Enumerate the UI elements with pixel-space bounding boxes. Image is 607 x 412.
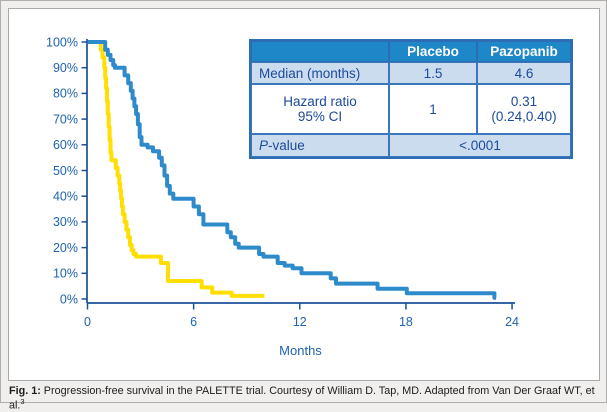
caption-prefix: Fig. 1: bbox=[9, 385, 41, 397]
hazard-label-line1: Hazard ratio bbox=[283, 94, 357, 109]
y-axis-tick-label: 80% bbox=[53, 87, 78, 101]
pvalue-label: P-value bbox=[251, 134, 389, 157]
hazard-label: Hazard ratio 95% CI bbox=[251, 84, 389, 134]
y-axis-tick-label: 30% bbox=[53, 215, 78, 229]
header-pazopanib: Pazopanib bbox=[477, 41, 571, 62]
table-row-pvalue: P-value <.0001 bbox=[251, 134, 571, 157]
hazard-pazopanib-line1: 0.31 bbox=[510, 94, 538, 109]
y-axis-tick-label: 90% bbox=[53, 61, 78, 75]
hazard-pazopanib-value: 0.31 (0.24,0.40) bbox=[477, 84, 571, 134]
hazard-pazopanib-line2: (0.24,0.40) bbox=[491, 109, 557, 124]
pvalue-label-italic: P bbox=[259, 138, 269, 153]
median-pazopanib-value: 4.6 bbox=[477, 62, 571, 84]
x-axis-tick-label: 18 bbox=[399, 315, 413, 329]
header-empty-cell bbox=[251, 41, 389, 62]
y-axis-tick-label: 40% bbox=[53, 190, 78, 204]
y-axis-tick-label: 50% bbox=[53, 164, 78, 178]
table-row-median: Median (months) 1.5 4.6 bbox=[251, 62, 571, 84]
hazard-placebo-value: 1 bbox=[389, 84, 477, 134]
hazard-label-line2: 95% CI bbox=[297, 109, 343, 124]
x-axis-tick-label: 12 bbox=[293, 315, 307, 329]
pvalue-value: <.0001 bbox=[389, 134, 571, 157]
y-axis-tick-label: 60% bbox=[53, 138, 78, 152]
caption-text: Progression-free survival in the PALETTE… bbox=[9, 385, 595, 412]
chart-panel: 0% 10% 20% 30% 40% 50% 60% 70% 80% 90% 100% 0 6 12 18 2… bbox=[8, 8, 600, 381]
y-axis-tick-label: 10% bbox=[53, 267, 78, 281]
figure-caption: Fig. 1: Progression-free survival in the… bbox=[9, 385, 603, 412]
y-axis-tick-label: 0% bbox=[60, 292, 78, 306]
caption-superscript: 3 bbox=[20, 397, 25, 406]
km-survival-plot: 0% 10% 20% 30% 40% 50% 60% 70% 80% 90% 100% 0 6 12 18 2… bbox=[46, 35, 519, 329]
x-axis-tick-label: 0 bbox=[84, 315, 91, 329]
results-table: Placebo Pazopanib Median (months) 1.5 4.… bbox=[249, 39, 573, 159]
x-axis-tick-label: 6 bbox=[190, 315, 197, 329]
median-label: Median (months) bbox=[251, 62, 389, 84]
header-placebo: Placebo bbox=[389, 41, 477, 62]
y-axis-tick-label: 20% bbox=[53, 241, 78, 255]
x-axis-tick-label: 24 bbox=[505, 315, 519, 329]
pvalue-label-rest: -value bbox=[268, 138, 305, 153]
table-header-row: Placebo Pazopanib bbox=[251, 41, 571, 62]
median-placebo-value: 1.5 bbox=[389, 62, 477, 84]
x-axis-title: Months bbox=[279, 343, 322, 358]
y-axis-tick-label: 100% bbox=[46, 35, 78, 49]
survival-curve-pazopanib bbox=[87, 40, 497, 300]
y-axis-tick-label: 70% bbox=[53, 112, 78, 126]
survival-curve-placebo bbox=[87, 40, 265, 298]
table-row-hazard: Hazard ratio 95% CI 1 0.31 (0.24,0.40) bbox=[251, 84, 571, 134]
